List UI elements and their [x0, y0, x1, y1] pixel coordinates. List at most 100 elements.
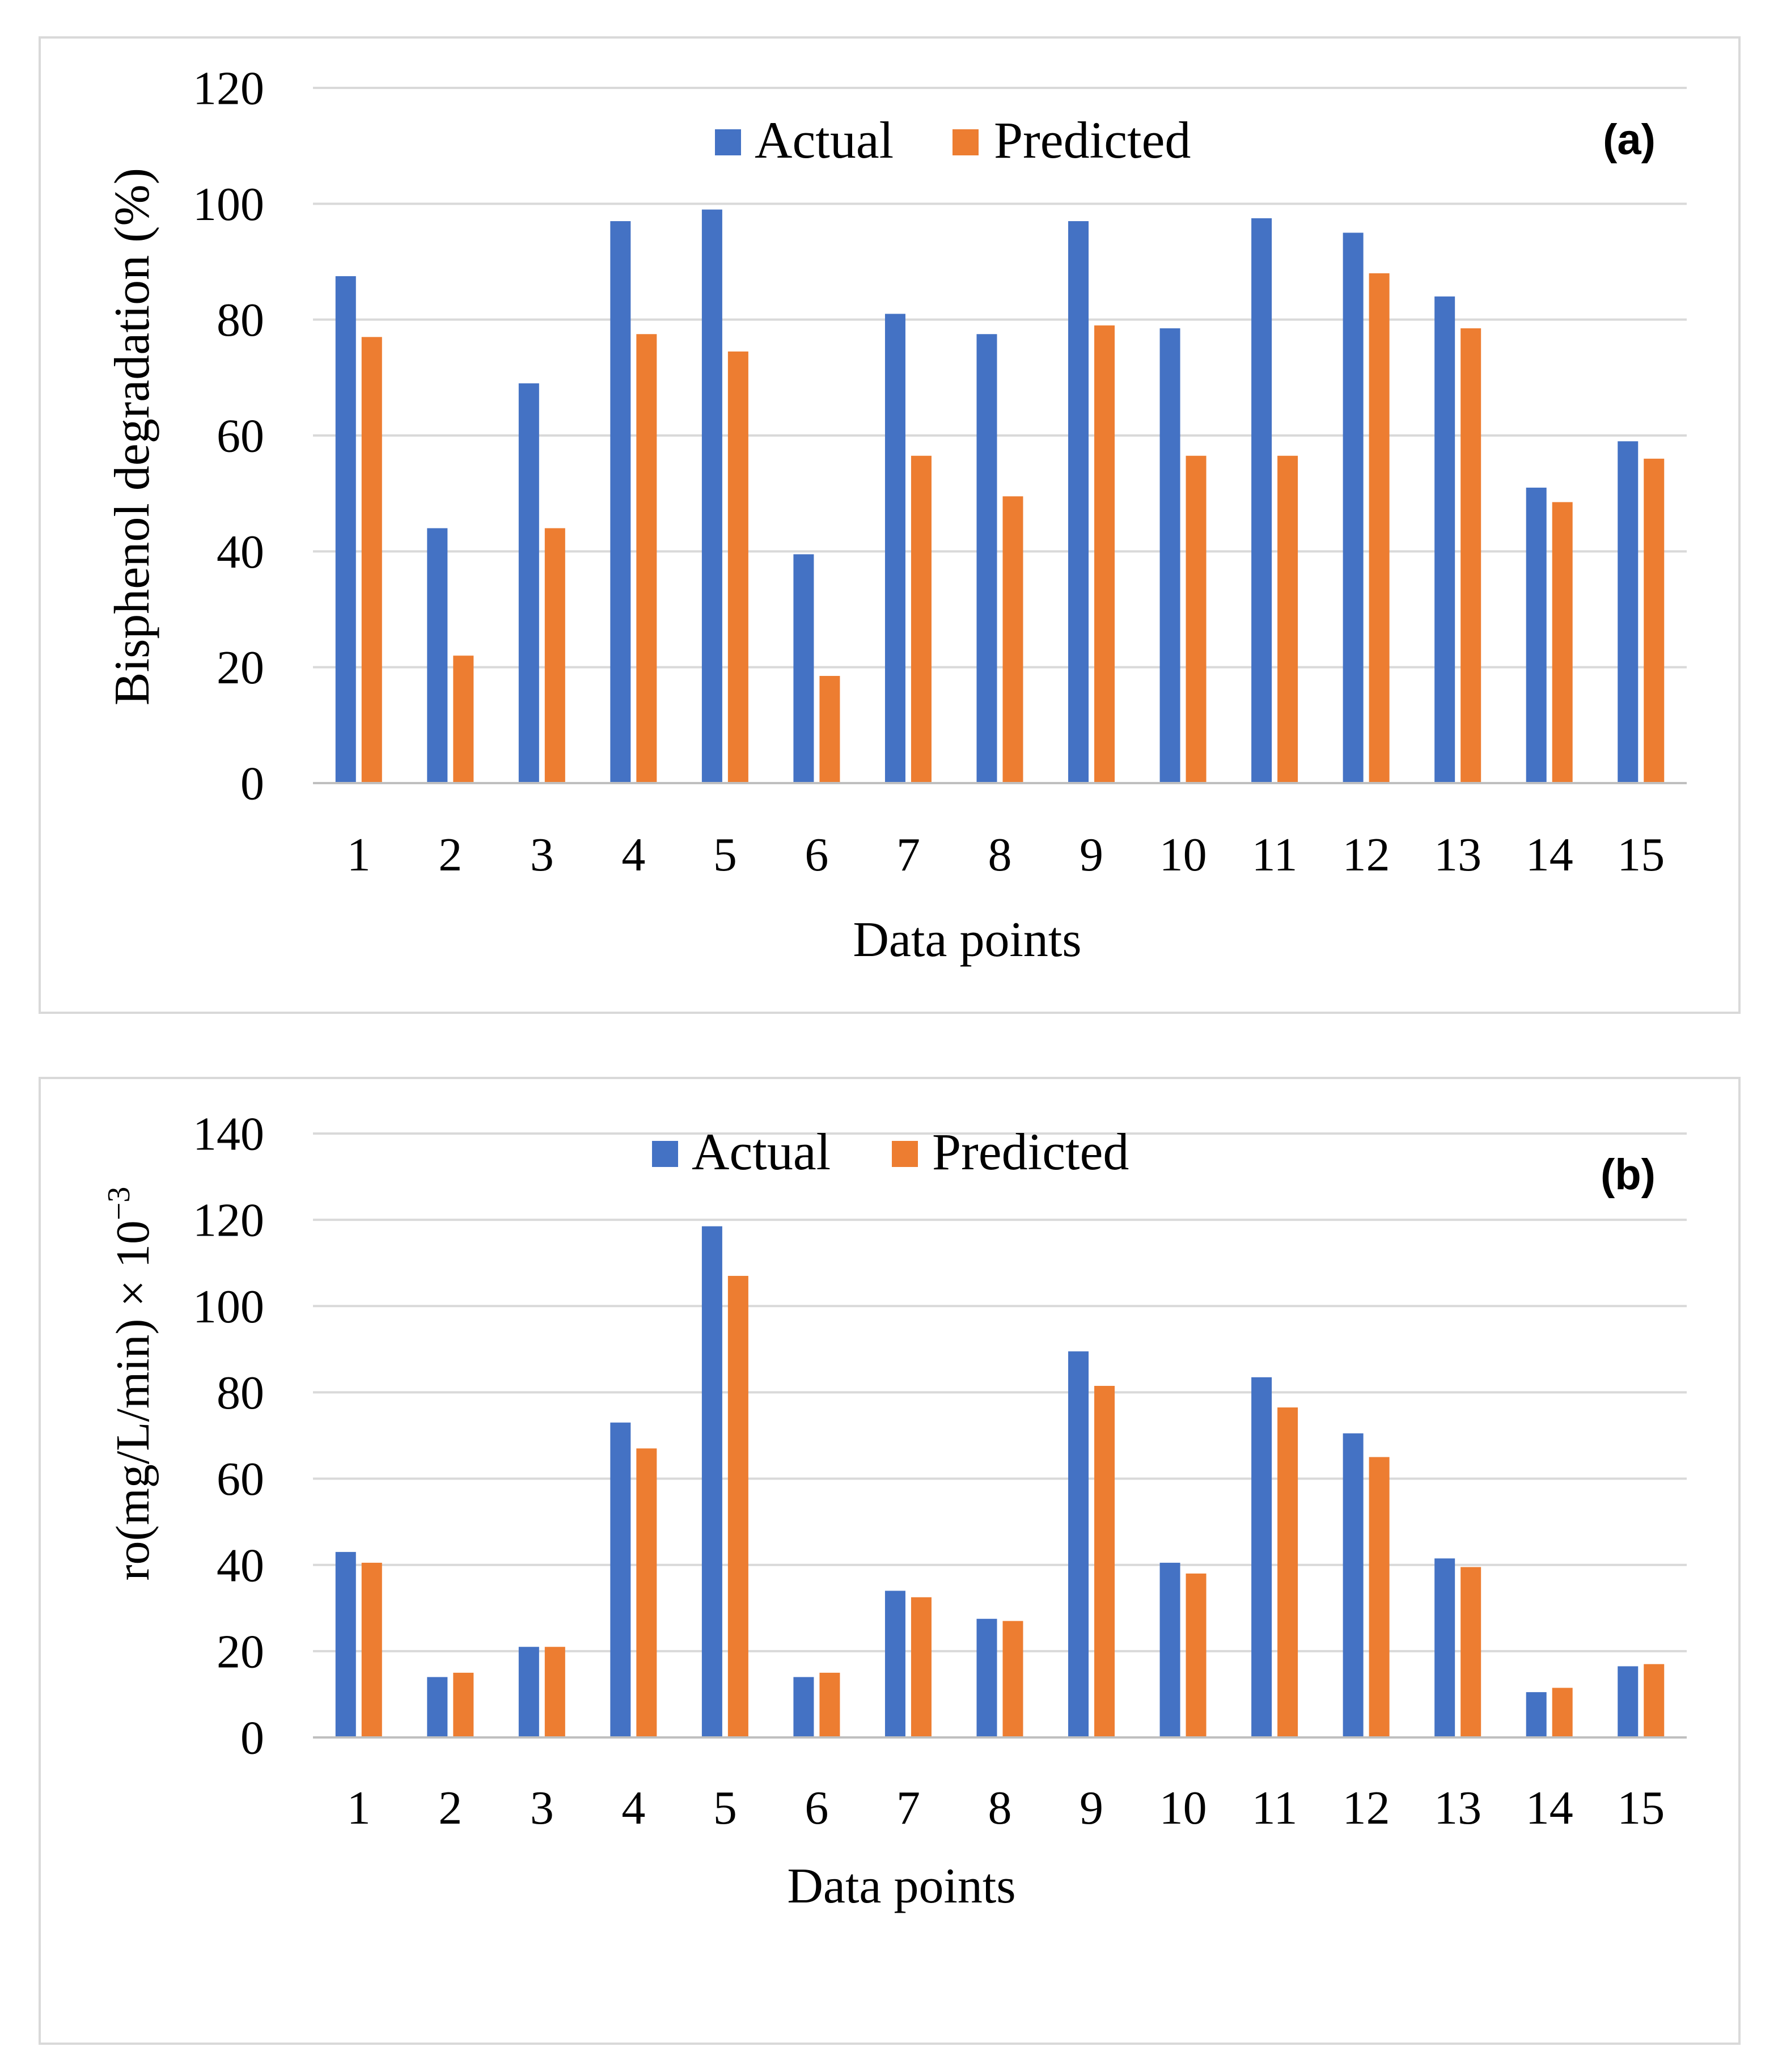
bar-actual-1 — [335, 1551, 356, 1737]
bar-predicted-12 — [1369, 273, 1390, 783]
bar-actual-10 — [1159, 328, 1180, 783]
bar-predicted-2 — [453, 656, 474, 783]
y-tick-label: 20 — [217, 1625, 264, 1678]
y-tick-label: 60 — [217, 410, 264, 463]
x-tick-label: 2 — [438, 828, 462, 881]
bar-actual-11 — [1251, 1377, 1272, 1737]
x-tick-label: 7 — [896, 828, 920, 881]
x-tick-label: 3 — [530, 1782, 554, 1834]
bar-predicted-11 — [1277, 1407, 1298, 1737]
bar-actual-14 — [1526, 487, 1547, 783]
x-tick-label: 6 — [805, 828, 828, 881]
y-axis-label: ro(mg/L/min) × 10−3 — [101, 1187, 159, 1581]
y-tick-label: 60 — [217, 1453, 264, 1506]
bar-actual-14 — [1526, 1692, 1547, 1737]
y-tick-label: 80 — [217, 1367, 264, 1419]
legend-actual-swatch — [715, 129, 741, 155]
y-tick-label: 40 — [217, 526, 264, 578]
bar-predicted-7 — [911, 455, 932, 783]
bar-predicted-5 — [727, 1276, 748, 1737]
legend-actual-label: Actual — [692, 1123, 831, 1181]
bar-actual-10 — [1159, 1562, 1180, 1737]
x-tick-label: 11 — [1252, 1782, 1298, 1834]
y-tick-label: 0 — [240, 758, 264, 810]
x-tick-label: 13 — [1434, 828, 1481, 881]
panel-label: (b) — [1601, 1151, 1656, 1199]
bar-actual-7 — [884, 1591, 905, 1737]
legend: Actual Predicted — [715, 111, 1191, 169]
bar-predicted-6 — [819, 675, 840, 783]
y-tick-labels: 0 20 40 60 80 100 120 — [193, 62, 264, 810]
y-axis-label-text: ro(mg/L/min) × 10 — [107, 1220, 159, 1580]
bar-predicted-10 — [1186, 1573, 1206, 1737]
bar-predicted-9 — [1094, 1386, 1115, 1737]
bar-predicted-14 — [1552, 1688, 1573, 1737]
bar-predicted-15 — [1644, 1664, 1665, 1737]
bar-actual-13 — [1434, 1558, 1455, 1737]
bar-predicted-10 — [1186, 455, 1206, 783]
bar-predicted-11 — [1277, 455, 1298, 783]
x-axis-label: Data points — [787, 1859, 1015, 1914]
x-tick-label: 15 — [1617, 828, 1665, 881]
bar-actual-9 — [1068, 221, 1089, 783]
bar-predicted-3 — [544, 528, 565, 783]
y-tick-label: 140 — [193, 1108, 264, 1161]
legend-predicted-swatch — [952, 129, 979, 155]
y-tick-label: 100 — [193, 178, 264, 231]
x-tick-label: 11 — [1252, 828, 1298, 881]
x-tick-label: 2 — [438, 1782, 462, 1834]
x-tick-label: 10 — [1159, 1782, 1207, 1834]
y-tick-label: 20 — [217, 641, 264, 694]
bar-actual-2 — [427, 528, 448, 783]
gridlines — [313, 87, 1687, 669]
bar-actual-6 — [793, 554, 814, 783]
y-tick-label: 80 — [217, 294, 264, 346]
x-tick-label: 15 — [1617, 1782, 1665, 1834]
legend-actual-swatch — [652, 1141, 678, 1167]
x-tick-label: 7 — [896, 1782, 920, 1834]
x-tick-label: 12 — [1343, 1782, 1390, 1834]
panel-frame — [39, 1077, 1741, 2045]
bar-actual-15 — [1618, 441, 1639, 783]
legend-predicted-swatch — [892, 1141, 918, 1167]
bar-predicted-6 — [819, 1672, 840, 1737]
x-tick-label: 12 — [1343, 828, 1390, 881]
y-axis-label-exponent: −3 — [101, 1187, 137, 1221]
gridlines — [313, 1132, 1687, 1652]
bar-predicted-3 — [544, 1647, 565, 1737]
x-tick-label: 10 — [1159, 828, 1207, 881]
legend-actual-label: Actual — [755, 111, 894, 169]
bar-actual-5 — [701, 209, 722, 783]
x-tick-label: 8 — [988, 828, 1012, 881]
x-tick-labels: 1 2 3 4 5 6 7 8 9 10 11 12 13 14 15 — [347, 828, 1665, 881]
bar-actual-3 — [518, 383, 539, 783]
x-tick-label: 9 — [1080, 1782, 1103, 1834]
bar-predicted-1 — [361, 1562, 382, 1737]
bar-predicted-13 — [1460, 1567, 1481, 1737]
panel-label: (a) — [1603, 116, 1656, 164]
x-tick-label: 5 — [713, 1782, 737, 1834]
bar-actual-5 — [701, 1226, 722, 1737]
x-tick-label: 5 — [713, 828, 737, 881]
legend: Actual Predicted — [652, 1123, 1129, 1181]
x-tick-label: 14 — [1526, 828, 1573, 881]
bar-actual-2 — [427, 1677, 448, 1737]
bar-actual-12 — [1343, 232, 1364, 784]
x-tick-label: 8 — [988, 1782, 1012, 1834]
x-tick-label: 9 — [1080, 828, 1103, 881]
bar-actual-6 — [793, 1677, 814, 1737]
bar-predicted-8 — [1002, 496, 1023, 783]
bar-actual-15 — [1618, 1666, 1639, 1737]
bars — [335, 209, 1665, 784]
legend-predicted-label: Predicted — [932, 1123, 1129, 1181]
y-tick-labels: 0 20 40 60 80 100 120 140 — [193, 1108, 264, 1765]
y-axis-label: Bisphenol degradation (%) — [105, 168, 160, 705]
bar-predicted-13 — [1460, 328, 1481, 783]
bar-actual-1 — [335, 276, 356, 784]
x-tick-label: 1 — [347, 828, 371, 881]
bar-actual-4 — [610, 221, 631, 783]
bar-actual-9 — [1068, 1351, 1089, 1737]
